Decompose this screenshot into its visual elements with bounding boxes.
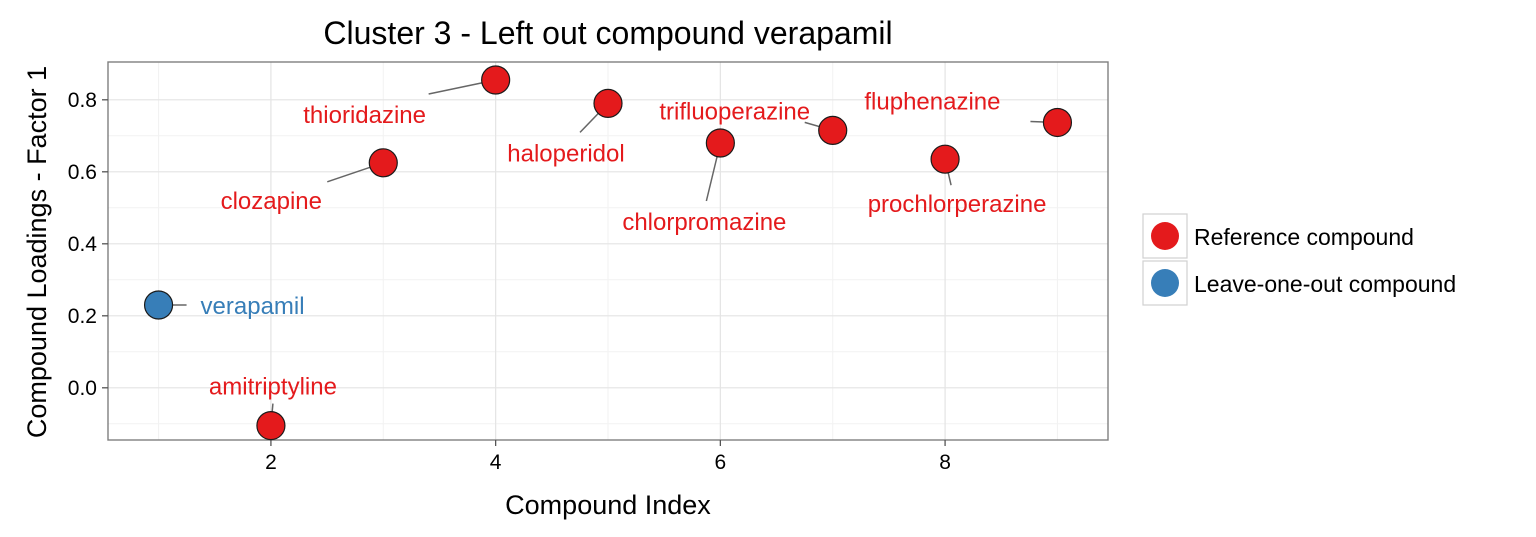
data-point-clozapine <box>368 148 398 178</box>
data-point-verapamil <box>143 290 174 320</box>
data-point-trifluoperazine <box>818 115 848 145</box>
point-label-clozapine: clozapine <box>221 188 322 215</box>
point-labels: verapamil amitriptyline clozapine thioridaz… <box>201 88 1047 400</box>
legend-swatch <box>1151 269 1179 297</box>
y-tick-label: 0.2 <box>68 305 97 328</box>
legend-swatch <box>1151 222 1179 250</box>
legend: Reference compound Leave-one-out compound <box>1142 213 1456 306</box>
y-tick-label: 0.0 <box>68 377 97 400</box>
y-axis-label: Compound Loadings - Factor 1 <box>22 66 52 438</box>
point-label-prochlorperazine: prochlorperazine <box>868 191 1047 218</box>
x-tick-label: 2 <box>265 451 277 474</box>
point-label-verapamil: verapamil <box>201 293 305 320</box>
data-point-thioridazine <box>481 65 511 95</box>
x-tick-label: 8 <box>939 451 951 474</box>
chart-title: Cluster 3 - Left out compound verapamil <box>323 15 892 51</box>
data-point-amitriptyline <box>256 411 286 441</box>
y-tick-label: 0.4 <box>68 233 98 256</box>
legend-label: Leave-one-out compound <box>1194 271 1456 297</box>
point-label-trifluoperazine: trifluoperazine <box>659 98 810 125</box>
point-label-chlorpromazine: chlorpromazine <box>622 209 786 236</box>
data-point-haloperidol <box>593 88 623 119</box>
y-tick-label: 0.8 <box>68 89 97 112</box>
legend-label: Reference compound <box>1194 224 1414 250</box>
point-label-thioridazine: thioridazine <box>303 102 426 129</box>
plot-panel-border <box>107 61 1109 441</box>
x-tick-label: 4 <box>490 451 502 474</box>
point-label-haloperidol: haloperidol <box>507 140 624 167</box>
data-point-chlorpromazine <box>705 128 735 158</box>
point-label-fluphenazine: fluphenazine <box>864 88 1000 115</box>
data-point-prochlorperazine <box>930 144 960 174</box>
x-tick-label: 6 <box>715 451 727 474</box>
y-tick-label: 0.6 <box>68 161 97 184</box>
data-point-fluphenazine <box>1042 107 1073 138</box>
axis-ticks: 2 4 6 8 0.0 0.2 0.4 0.6 0.8 <box>68 89 951 474</box>
x-axis-label: Compound Index <box>505 490 711 520</box>
data-points <box>143 65 1073 441</box>
point-label-amitriptyline: amitriptyline <box>209 374 337 401</box>
